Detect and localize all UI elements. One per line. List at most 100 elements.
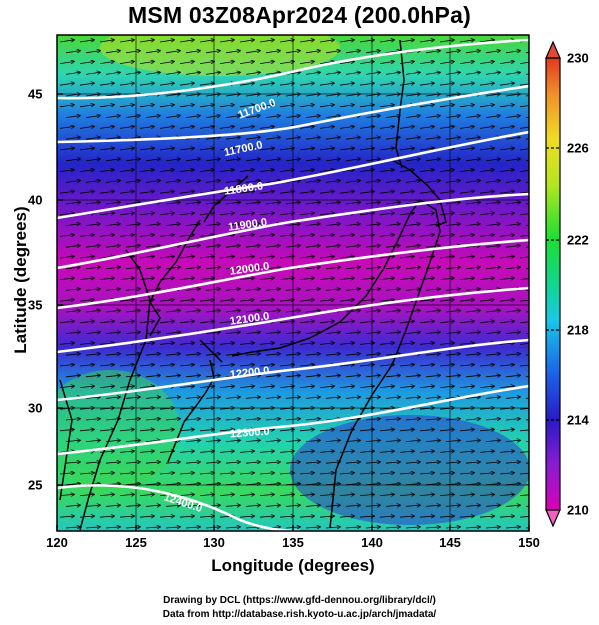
wind-arrow [379, 148, 394, 150]
wind-arrow [405, 484, 420, 485]
wind-arrow [459, 408, 474, 409]
wind-arrow [65, 181, 80, 183]
wind-arrow [159, 408, 174, 409]
wind-arrow [259, 148, 274, 150]
wind-arrow [119, 256, 134, 258]
wind-arrow [345, 484, 360, 485]
wind-arrow [239, 343, 254, 345]
wind-arrow [479, 451, 494, 452]
wind-arrow [119, 451, 134, 452]
y-tick-label: 40 [28, 192, 43, 208]
wind-arrow [359, 429, 374, 430]
wind-arrow [325, 51, 340, 54]
wind-arrow [505, 202, 520, 204]
wind-arrow [119, 191, 134, 193]
wind-arrow [265, 72, 280, 75]
wind-arrow [485, 397, 500, 398]
wind-arrow [85, 354, 100, 356]
wind-arrow [219, 429, 234, 430]
wind-arrow [325, 505, 340, 506]
wind-arrow [85, 527, 100, 528]
wind-arrow [325, 440, 340, 441]
wind-arrow [245, 419, 260, 420]
wind-arrow [279, 516, 294, 517]
wind-arrow [345, 397, 360, 398]
wind-arrow [119, 494, 134, 495]
wind-arrow [199, 105, 214, 107]
wind-arrow [405, 202, 420, 204]
wind-arrow [425, 419, 440, 420]
wind-arrow [325, 267, 340, 269]
wind-arrow [285, 224, 300, 226]
wind-arrow [119, 473, 134, 474]
wind-arrow [439, 386, 454, 387]
wind-arrow [305, 51, 320, 54]
wind-arrow [499, 105, 514, 107]
wind-arrow [339, 408, 354, 409]
wind-arrow [225, 505, 240, 506]
wind-arrow [325, 202, 340, 204]
wind-arrow [465, 289, 480, 291]
credit-drawing: Drawing by DCL (https://www.gfd-dennou.o… [163, 595, 436, 606]
wind-arrow [445, 354, 460, 356]
wind-arrow [499, 61, 514, 64]
wind-arrow [385, 505, 400, 506]
wind-arrow [159, 83, 174, 86]
wind-arrow [519, 494, 529, 496]
wind-arrow [239, 191, 254, 193]
wind-arrow [385, 267, 400, 269]
wind-arrow [359, 300, 374, 302]
wind-arrow [79, 191, 94, 193]
wind-arrow [279, 105, 294, 107]
wind-arrow [165, 310, 180, 312]
wind-arrow [379, 408, 394, 409]
wind-arrow [179, 365, 194, 366]
wind-arrow [179, 408, 194, 409]
wind-arrow [445, 440, 460, 441]
wind-arrow [205, 159, 220, 161]
wind-arrow [219, 300, 234, 302]
wind-arrow [225, 181, 240, 183]
wind-arrow [505, 397, 520, 398]
wind-arrow [305, 94, 320, 97]
wind-arrow [459, 321, 474, 323]
wind-arrow [145, 116, 160, 118]
wind-arrow [185, 94, 200, 97]
wind-arrow [385, 94, 400, 97]
wind-arrow [359, 83, 374, 86]
wind-arrow [345, 462, 360, 463]
wind-arrow [279, 429, 294, 430]
wind-arrow [199, 343, 214, 345]
wind-arrow [385, 397, 400, 398]
wind-arrow [225, 527, 240, 528]
wind-arrow [119, 321, 134, 323]
wind-arrow [219, 213, 234, 215]
wind-arrow [305, 354, 320, 356]
wind-arrow [505, 116, 520, 118]
wind-arrow [205, 310, 220, 312]
wind-arrow [219, 473, 234, 474]
wind-arrow [419, 256, 434, 258]
wind-arrow [239, 278, 254, 280]
wind-arrow [65, 354, 80, 356]
wind-arrow [79, 148, 94, 150]
wind-arrow [485, 159, 500, 161]
wind-arrow [339, 386, 354, 387]
wind-arrow [59, 105, 74, 107]
wind-arrow [305, 202, 320, 204]
wind-arrow [425, 159, 440, 161]
wind-arrow [339, 126, 354, 128]
wind-arrow [339, 191, 354, 193]
wind-arrow [179, 343, 194, 345]
wind-arrow [405, 375, 420, 376]
wind-arrow [379, 278, 394, 280]
wind-arrow [399, 235, 414, 237]
map-title: MSM 03Z08Apr2024 (200.0hPa) [128, 2, 471, 28]
wind-arrow [299, 300, 314, 302]
wind-arrow [505, 94, 520, 97]
wind-arrow [85, 332, 100, 334]
wind-arrow [205, 181, 220, 183]
wind-arrow [245, 245, 260, 247]
wind-arrow [399, 473, 414, 474]
